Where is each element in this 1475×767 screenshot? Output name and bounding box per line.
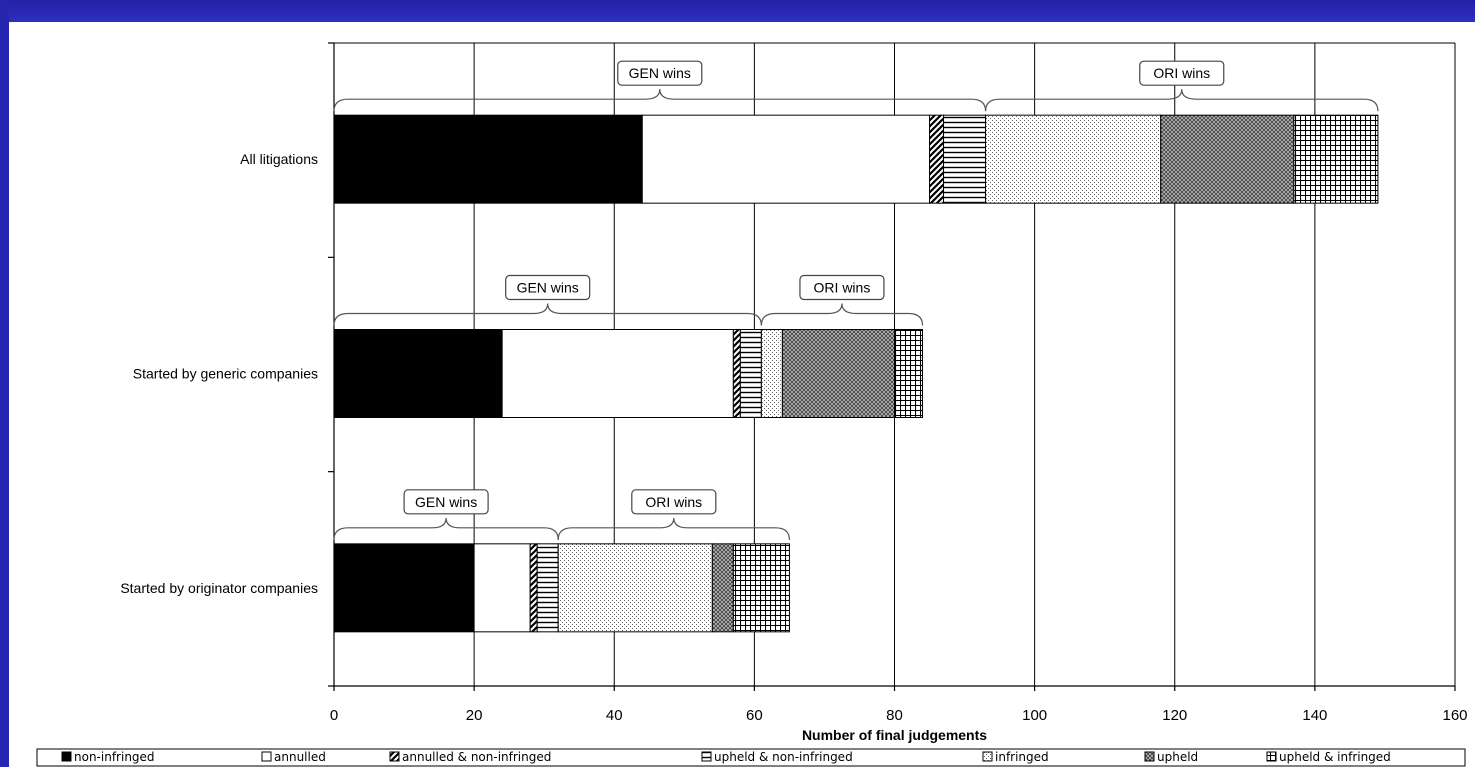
legend-swatch — [1266, 751, 1277, 762]
slide-top-band — [0, 0, 1475, 22]
legend-label: upheld & non-infringed — [714, 750, 853, 764]
legend-label: non-infringed — [74, 750, 155, 764]
callouts: GEN wins ORI wins GEN wins ORI wins GEN wins… — [333, 60, 1379, 540]
x-tick-label: 120 — [1162, 707, 1187, 724]
x-axis-title: Number of final judgements — [802, 727, 987, 743]
bar-segment — [473, 543, 531, 633]
wins-brace — [333, 89, 987, 112]
callout-box — [617, 60, 703, 86]
legend-swatch — [982, 751, 993, 762]
bar-segment — [333, 329, 503, 418]
x-tick-label: 20 — [466, 707, 483, 724]
callout-label: GEN wins — [517, 280, 579, 296]
callout-box — [505, 274, 591, 301]
wins-brace — [333, 303, 762, 326]
legend-swatch — [701, 751, 712, 762]
wins-brace — [984, 89, 1379, 112]
x-tick-label: 40 — [606, 707, 623, 724]
callout-box — [631, 489, 717, 515]
x-tick-label: 60 — [746, 707, 763, 724]
legend-swatch — [61, 751, 72, 762]
legend-label: infringed — [995, 750, 1049, 764]
bar-segment — [1293, 114, 1379, 204]
x-tick-label: 160 — [1442, 707, 1467, 724]
category-label: Started by generic companies — [133, 366, 318, 382]
bar-segment — [711, 543, 734, 633]
legend-label: upheld & infringed — [1279, 750, 1391, 764]
legend-label: annulled — [274, 750, 326, 764]
legend-swatch — [1144, 751, 1155, 762]
bar-segment — [333, 543, 475, 633]
bar-segment — [781, 329, 896, 418]
x-tick-label: 140 — [1302, 707, 1327, 724]
legend-label: upheld — [1157, 750, 1198, 764]
bar-segment — [641, 114, 931, 204]
legend: non-infringed annulled annulled & non-infr… — [36, 748, 1466, 767]
category-label: All litigations — [240, 151, 318, 167]
callout-label: ORI wins — [645, 494, 702, 510]
bar-segment — [529, 543, 538, 633]
bar-segment — [557, 543, 713, 633]
bar-segment — [501, 329, 734, 418]
bar-segment — [929, 114, 945, 204]
callout-label: GEN wins — [415, 494, 477, 510]
x-tick-label: 80 — [886, 707, 903, 724]
x-tick-label: 100 — [1022, 707, 1047, 724]
bar-segment — [732, 329, 741, 418]
bar-segment — [1160, 114, 1295, 204]
callout-label: GEN wins — [629, 65, 691, 81]
callout-label: ORI wins — [1153, 65, 1210, 81]
bar-segment — [943, 114, 987, 204]
bars — [333, 114, 1379, 633]
wins-brace — [333, 517, 559, 540]
bar-segment — [985, 114, 1162, 204]
callout-box — [1139, 60, 1225, 86]
callout-box — [403, 489, 489, 515]
bar-segment — [536, 543, 559, 633]
category-labels: All litigations Started by generic compan… — [120, 151, 318, 596]
x-tick-label: 0 — [330, 707, 338, 724]
bar-segment — [760, 329, 783, 418]
category-label: Started by originator companies — [120, 580, 318, 596]
legend-swatch — [389, 751, 400, 762]
legend-label: annulled & non-infringed — [402, 750, 551, 764]
bar-segment — [333, 114, 643, 204]
bar-segment — [739, 329, 762, 418]
callout-box — [799, 274, 885, 301]
legend-swatch — [261, 751, 272, 762]
callout-label: ORI wins — [814, 280, 871, 296]
slide-left-band — [0, 0, 9, 767]
bar-segment — [732, 543, 790, 633]
bar-segment — [894, 329, 924, 418]
x-tick-labels: 0 20 40 60 80 100 120 140 160 — [330, 707, 1468, 724]
wins-brace — [760, 303, 924, 326]
